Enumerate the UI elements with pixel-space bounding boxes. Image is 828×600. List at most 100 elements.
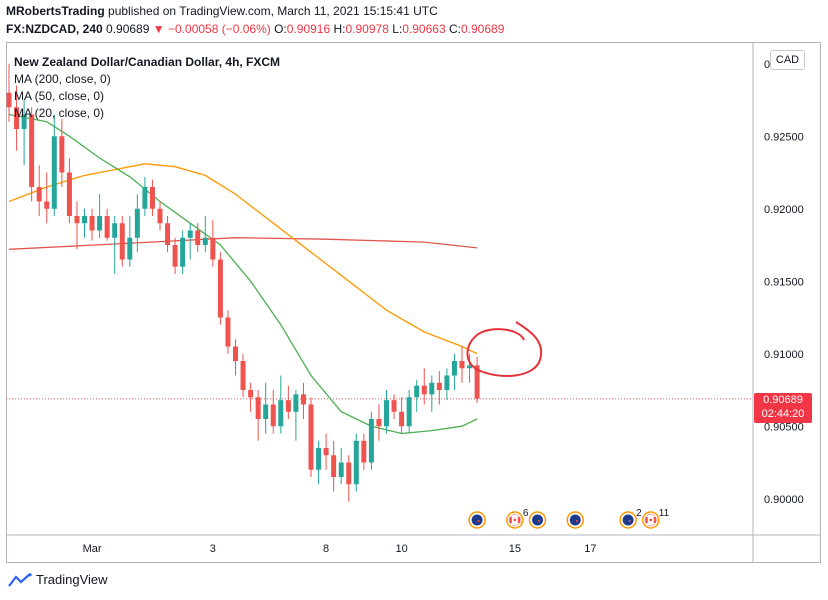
candle[interactable]: [368, 411, 374, 470]
candle[interactable]: [165, 216, 171, 253]
ca-event-icon[interactable]: 11: [642, 508, 670, 529]
candles[interactable]: [6, 63, 480, 502]
candle-body: [399, 411, 405, 427]
nz-event-icon[interactable]: [566, 511, 584, 529]
candle[interactable]: [157, 201, 163, 231]
candle[interactable]: [384, 390, 389, 434]
candle[interactable]: [278, 375, 284, 434]
candle-body: [210, 237, 216, 260]
candle[interactable]: [14, 85, 20, 151]
price-tag-countdown: 02:44:20: [761, 408, 805, 420]
hand-drawn-circle-annotation[interactable]: [466, 321, 543, 377]
candle[interactable]: [89, 208, 95, 241]
candle[interactable]: [451, 353, 457, 390]
candle[interactable]: [361, 433, 367, 470]
candle-body: [368, 419, 374, 463]
candle-body: [134, 208, 140, 238]
open-label: O:: [274, 22, 287, 36]
candle[interactable]: [233, 339, 238, 376]
candle[interactable]: [149, 179, 155, 216]
candle-body: [97, 216, 103, 231]
candle[interactable]: [300, 382, 306, 419]
candle[interactable]: [376, 404, 382, 441]
candle-body: [316, 448, 322, 470]
last-price: 0.90689: [106, 22, 150, 36]
candle[interactable]: [338, 448, 344, 485]
candle[interactable]: [112, 216, 118, 274]
time-tick-label: 3: [210, 543, 216, 555]
candle-body: [149, 187, 155, 209]
price-axis[interactable]: 0.930000.925000.920000.915000.910000.905…: [764, 59, 804, 506]
candle[interactable]: [353, 433, 359, 492]
candle[interactable]: [240, 353, 246, 398]
candle[interactable]: [346, 455, 352, 502]
author-name[interactable]: MRobertsTrading: [6, 4, 105, 18]
candle[interactable]: [270, 390, 276, 434]
candle-body: [338, 462, 344, 477]
candle[interactable]: [51, 114, 57, 217]
economic-events[interactable]: 6 2 11: [468, 508, 670, 529]
candle[interactable]: [323, 433, 329, 470]
candle-body: [104, 216, 110, 238]
legend-ma20[interactable]: MA (20, close, 0): [14, 106, 105, 120]
time-axis[interactable]: Mar 3 8 10 15 17: [83, 543, 597, 555]
candle[interactable]: [21, 100, 27, 166]
candle[interactable]: [202, 216, 208, 253]
candle[interactable]: [293, 390, 299, 441]
candle[interactable]: [187, 223, 193, 260]
candle[interactable]: [467, 353, 473, 383]
candle[interactable]: [6, 63, 12, 122]
ca-event-icon[interactable]: 6: [506, 508, 529, 529]
legend-ma200[interactable]: MA (200, close, 0): [14, 72, 111, 86]
candle-body: [308, 404, 314, 470]
candle[interactable]: [82, 208, 87, 238]
candle[interactable]: [59, 118, 65, 187]
candle[interactable]: [263, 382, 269, 434]
brand-name[interactable]: TradingView: [36, 572, 108, 587]
candle[interactable]: [104, 208, 110, 241]
nz-event-icon[interactable]: 2: [619, 508, 642, 529]
candle-body: [59, 136, 65, 173]
candle[interactable]: [406, 390, 412, 434]
candle[interactable]: [195, 223, 201, 253]
candle[interactable]: [142, 176, 148, 216]
candle[interactable]: [255, 390, 261, 441]
candle[interactable]: [36, 165, 42, 216]
legend-ma50[interactable]: MA (50, close, 0): [14, 89, 105, 103]
candle[interactable]: [474, 356, 480, 404]
candle[interactable]: [210, 220, 216, 267]
candle[interactable]: [444, 368, 450, 401]
candle[interactable]: [134, 194, 140, 253]
down-arrow-icon: ▼: [152, 22, 165, 36]
tradingview-logo-icon: [8, 572, 32, 587]
candle[interactable]: [66, 158, 72, 224]
candle[interactable]: [399, 397, 405, 434]
candle[interactable]: [180, 230, 186, 275]
candle[interactable]: [459, 346, 465, 383]
candle[interactable]: [429, 375, 435, 412]
candle[interactable]: [248, 382, 254, 412]
candle-body: [391, 400, 397, 412]
currency-badge[interactable]: CAD: [770, 50, 805, 70]
candle[interactable]: [29, 107, 35, 202]
candle[interactable]: [119, 216, 125, 267]
candle[interactable]: [127, 216, 133, 267]
candle[interactable]: [391, 394, 397, 419]
candle[interactable]: [225, 310, 231, 354]
candle[interactable]: [285, 385, 291, 419]
candle[interactable]: [436, 371, 442, 405]
candle[interactable]: [44, 172, 50, 224]
candle[interactable]: [331, 440, 337, 492]
candle[interactable]: [217, 252, 223, 325]
candle[interactable]: [316, 440, 322, 485]
candle[interactable]: [421, 368, 427, 405]
nz-event-icon[interactable]: [528, 511, 547, 529]
candle[interactable]: [308, 397, 314, 477]
nz-event-icon[interactable]: [468, 511, 486, 529]
price-tick-label: 0.91500: [764, 276, 804, 288]
candle[interactable]: [172, 237, 178, 274]
candle-body: [36, 187, 42, 202]
candle[interactable]: [414, 379, 420, 412]
candle[interactable]: [74, 201, 80, 250]
candle[interactable]: [97, 194, 103, 238]
